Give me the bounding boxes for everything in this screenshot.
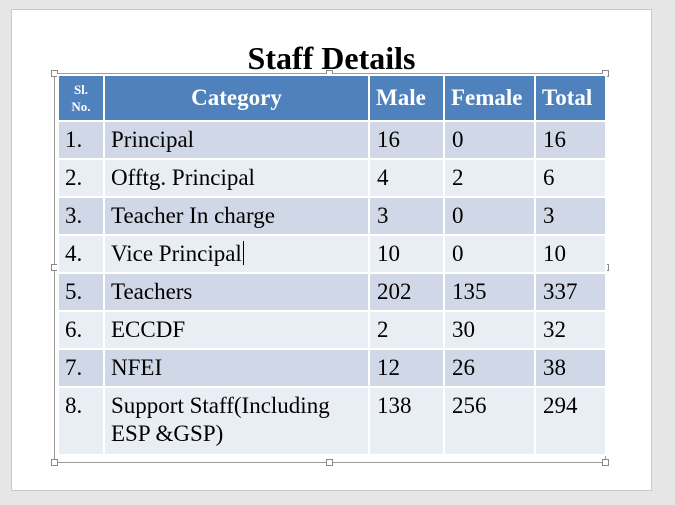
header-female[interactable]: Female [443,74,536,122]
cell-female[interactable]: 30 [443,310,536,350]
cell-male[interactable]: 10 [368,234,445,274]
cell-female[interactable]: 0 [443,234,536,274]
cell-category[interactable]: Teacher In charge [103,196,370,236]
cell-sl[interactable]: 2. [57,158,105,198]
table-row: 1. Principal 16 0 16 [57,120,607,160]
cell-category[interactable]: ECCDF [103,310,370,350]
header-total[interactable]: Total [534,74,607,122]
table-row: 4. Vice Principal 10 0 10 [57,234,607,274]
cell-sl[interactable]: 1. [57,120,105,160]
cell-male[interactable]: 2 [368,310,445,350]
cell-sl[interactable]: 5. [57,272,105,312]
header-sl-line2: No. [71,99,91,114]
cell-category[interactable]: NFEI [103,348,370,388]
cell-category[interactable]: Offtg. Principal [103,158,370,198]
cell-sl[interactable]: 4. [57,234,105,274]
resize-handle-bottom-center[interactable] [326,459,333,466]
cell-category-active[interactable]: Vice Principal [103,234,370,274]
cell-female[interactable]: 0 [443,196,536,236]
table-row: 2. Offtg. Principal 4 2 6 [57,158,607,198]
table-row: 8. Support Staff(Including ESP &GSP) 138… [57,386,607,456]
cell-total[interactable]: 3 [534,196,607,236]
table-row: 6. ECCDF 2 30 32 [57,310,607,350]
cell-category[interactable]: Principal [103,120,370,160]
cell-total[interactable]: 294 [534,386,607,456]
table-row: 7. NFEI 12 26 38 [57,348,607,388]
cell-male[interactable]: 12 [368,348,445,388]
cell-total[interactable]: 6 [534,158,607,198]
staff-table[interactable]: Sl. No. Category Male Female Total 1. Pr… [57,74,607,456]
cell-category-line2: ESP &GSP) [111,421,224,446]
cell-male[interactable]: 138 [368,386,445,456]
header-sl-line1: Sl. [73,82,89,97]
header-category[interactable]: Category [103,74,370,122]
cell-female[interactable]: 2 [443,158,536,198]
cell-sl[interactable]: 7. [57,348,105,388]
cell-total[interactable]: 32 [534,310,607,350]
resize-handle-bottom-left[interactable] [51,459,58,466]
cell-sl[interactable]: 8. [57,386,105,456]
slide-canvas[interactable]: Staff Details Sl. No. Category Male Fema… [11,9,652,491]
cell-total[interactable]: 337 [534,272,607,312]
text-cursor [242,241,244,265]
cell-category-text: Vice Principal [111,241,242,266]
table-header-row: Sl. No. Category Male Female Total [57,74,607,122]
cell-female[interactable]: 256 [443,386,536,456]
cell-total[interactable]: 16 [534,120,607,160]
cell-female[interactable]: 0 [443,120,536,160]
cell-category-line1: Support Staff(Including [111,393,330,418]
resize-handle-bottom-right[interactable] [602,459,609,466]
cell-male[interactable]: 3 [368,196,445,236]
cell-category[interactable]: Teachers [103,272,370,312]
resize-handle-top-left[interactable] [51,70,58,77]
cell-sl[interactable]: 3. [57,196,105,236]
cell-male[interactable]: 16 [368,120,445,160]
cell-male[interactable]: 4 [368,158,445,198]
table-row: 3. Teacher In charge 3 0 3 [57,196,607,236]
cell-total[interactable]: 10 [534,234,607,274]
cell-total[interactable]: 38 [534,348,607,388]
table-row: 5. Teachers 202 135 337 [57,272,607,312]
cell-male[interactable]: 202 [368,272,445,312]
cell-female[interactable]: 135 [443,272,536,312]
cell-female[interactable]: 26 [443,348,536,388]
header-male[interactable]: Male [368,74,445,122]
cell-category[interactable]: Support Staff(Including ESP &GSP) [103,386,370,456]
cell-sl[interactable]: 6. [57,310,105,350]
header-sl-no[interactable]: Sl. No. [57,74,105,122]
